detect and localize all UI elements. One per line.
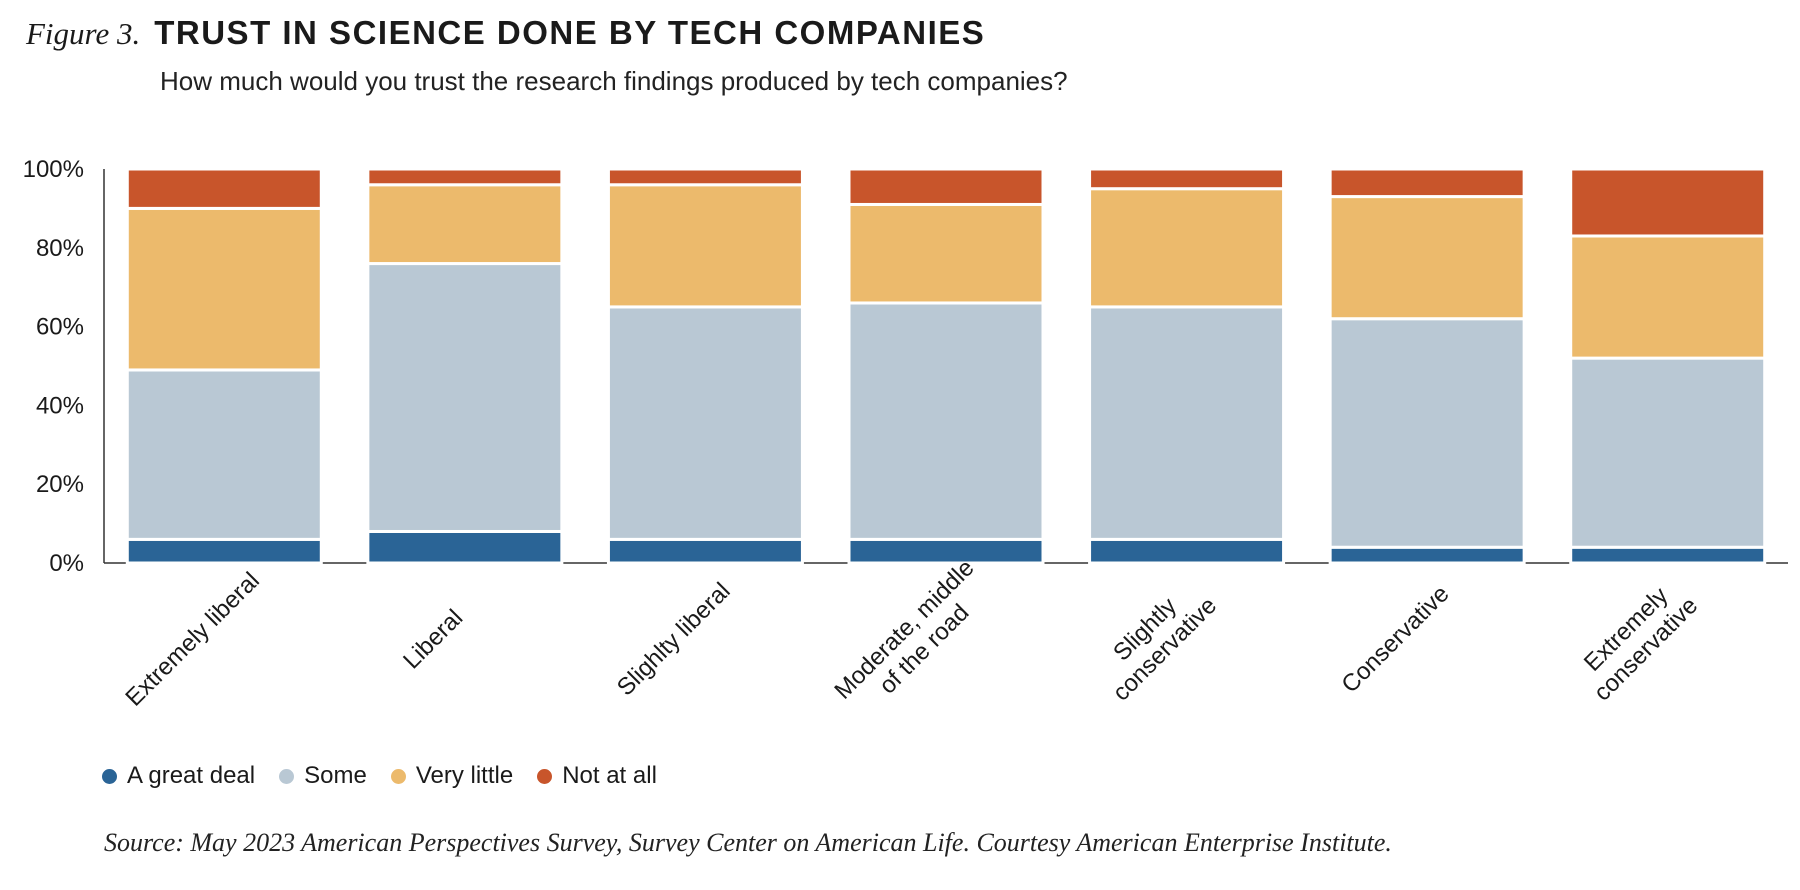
- legend-label: Very little: [415, 762, 514, 789]
- x-tick-label: Conservative: [1336, 580, 1454, 698]
- chart-legend: A great deal Some Very little Not at all: [102, 762, 681, 790]
- bar-segment: [1569, 234, 1767, 360]
- legend-item: A great deal: [102, 762, 255, 790]
- x-tick-label-group: Conservative: [1336, 580, 1454, 698]
- bar-segment: [125, 537, 323, 565]
- bar-segment: [1088, 537, 1286, 565]
- x-tick-label: Extremelyconservative: [1569, 572, 1703, 706]
- x-tick-label-group: Extremely liberal: [120, 567, 265, 712]
- bar-segment: [1328, 317, 1526, 549]
- bar-segment: [606, 537, 804, 565]
- x-tick-label-group: Moderate, middleof the road: [829, 554, 999, 724]
- bar-segment: [606, 167, 804, 187]
- x-tick-label: Liberal: [398, 604, 468, 674]
- y-tick-label: 80%: [36, 235, 84, 262]
- figure-label: Figure 3.: [26, 16, 141, 51]
- bar-segment: [606, 305, 804, 541]
- y-tick-label: 100%: [23, 156, 84, 183]
- x-tick-label: Slighlty liberal: [612, 577, 736, 701]
- legend-swatch: [390, 768, 406, 784]
- bar-segment: [366, 167, 564, 187]
- bar-segment: [1328, 195, 1526, 321]
- bar-segment: [1569, 356, 1767, 549]
- bar-segment: [366, 262, 564, 533]
- stacked-bar-chart: 0% 20% 40% 60% 80% 100% Extremely liberal Liber…: [23, 156, 1788, 724]
- legend-label: Some: [304, 762, 367, 789]
- x-tick-label: Slightlyconservative: [1088, 572, 1222, 706]
- bar-segment: [125, 206, 323, 372]
- figure-header: Figure 3. TRUST IN SCIENCE DONE BY TECH …: [26, 14, 985, 52]
- legend-swatch: [279, 768, 295, 784]
- bar-segment: [366, 183, 564, 266]
- bar-segment: [847, 202, 1045, 305]
- bar-segment: [125, 368, 323, 541]
- bar-segment: [1569, 545, 1767, 565]
- bar-segment: [847, 167, 1045, 206]
- chart-subtitle: How much would you trust the research fi…: [160, 66, 1068, 96]
- legend-label: Not at all: [562, 762, 657, 789]
- bar-segment: [1328, 545, 1526, 565]
- x-tick-label: Moderate, middleof the road: [829, 554, 999, 724]
- bar-segment: [1088, 305, 1286, 541]
- legend-label: A great deal: [127, 762, 256, 789]
- bar-segment: [1569, 167, 1767, 238]
- y-tick-label: 0%: [49, 550, 84, 577]
- x-tick-label-group: Slightlyconservative: [1088, 572, 1222, 706]
- bar-segment: [847, 301, 1045, 541]
- x-tick-label-group: Extremelyconservative: [1569, 572, 1703, 706]
- bar-segment: [1088, 167, 1286, 191]
- legend-item: Not at all: [537, 762, 657, 790]
- bar-segment: [125, 167, 323, 210]
- legend-swatch: [537, 768, 553, 784]
- legend-item: Some: [279, 762, 367, 790]
- y-tick-label: 40%: [36, 392, 84, 419]
- x-tick-label-group: Liberal: [398, 604, 468, 674]
- y-tick-label: 60%: [36, 314, 84, 341]
- bar-segment: [1088, 187, 1286, 309]
- chart-title: TRUST IN SCIENCE DONE BY TECH COMPANIES: [154, 14, 986, 51]
- bar-segment: [847, 537, 1045, 565]
- bar-segment: [366, 529, 564, 565]
- y-tick-label: 20%: [36, 471, 84, 498]
- legend-item: Very little: [390, 762, 514, 790]
- x-tick-label: Extremely liberal: [120, 567, 265, 712]
- bar-segment: [1328, 167, 1526, 199]
- source-note: Source: May 2023 American Perspectives S…: [104, 828, 1392, 857]
- legend-swatch: [102, 768, 117, 784]
- x-tick-label-group: Slighlty liberal: [612, 577, 736, 701]
- bar-segment: [606, 183, 804, 309]
